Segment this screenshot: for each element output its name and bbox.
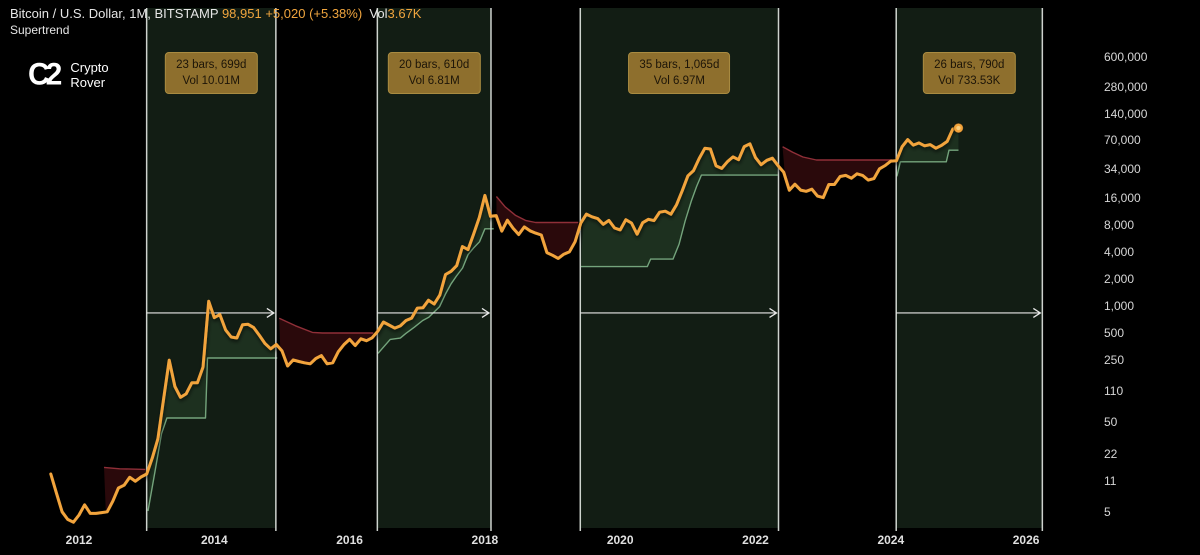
chart-legend: Bitcoin / U.S. Dollar, 1M, BITSTAMP 98,9…	[10, 5, 421, 39]
time-axis-tick: 2018	[471, 533, 499, 547]
price-axis-tick: 600,000	[1104, 49, 1148, 64]
price-axis-tick: 4,000	[1104, 244, 1135, 259]
price-axis-tick: 1,000	[1104, 298, 1135, 313]
range-bars-label: 35 bars, 1,065d	[639, 59, 720, 71]
price-line	[49, 126, 960, 524]
supertrend-line-up	[377, 228, 494, 354]
time-axis-tick: 2012	[65, 533, 93, 547]
range-band	[146, 8, 276, 528]
price-change: +5,020 (+5.38%)	[265, 6, 363, 21]
supertrend-fill-down	[104, 467, 146, 512]
indicator-label: Supertrend	[10, 23, 70, 37]
price-axis-tick: 8,000	[1104, 217, 1135, 232]
range-label-box[interactable]: 23 bars, 699d Vol 10.01M	[165, 52, 258, 94]
price-axis-tick: 16,000	[1104, 190, 1141, 205]
price-axis-tick: 140,000	[1104, 106, 1148, 121]
range-arrowhead-icon	[1032, 307, 1042, 318]
range-arrowhead-icon	[481, 307, 491, 318]
range-arrowhead-icon	[769, 307, 778, 318]
crypto-rover-logo: C2 Crypto Rover	[28, 57, 109, 92]
last-price-marker-core	[956, 125, 961, 131]
range-band	[896, 8, 1043, 528]
supertrend-line-down	[495, 196, 579, 224]
supertrend-line-down	[103, 466, 146, 471]
supertrend-line-down	[782, 146, 893, 161]
price-axis-tick: 5	[1104, 504, 1111, 519]
range-label-box[interactable]: 35 bars, 1,065d Vol 6.97M	[628, 52, 731, 94]
range-volume-label: Vol 733.53K	[938, 75, 1001, 87]
time-axis-tick: 2024	[877, 533, 905, 547]
supertrend-line-up	[147, 357, 278, 512]
range-bars-label: 23 bars, 699d	[176, 59, 247, 71]
supertrend-line-up	[581, 174, 778, 268]
time-axis-tick: 2020	[606, 533, 634, 547]
range-band	[377, 8, 491, 528]
crypto-rover-logo-icon: C2	[28, 57, 62, 92]
time-axis-tick: 2014	[200, 533, 228, 547]
logo-text-line1: Crypto	[70, 60, 109, 75]
supertrend-line-up	[896, 149, 959, 177]
range-label-box[interactable]: 20 bars, 610d Vol 6.81M	[387, 52, 481, 94]
time-axis-tick: 2016	[336, 533, 363, 547]
price-axis-tick: 22	[1104, 446, 1118, 461]
price-axis-tick: 280,000	[1104, 79, 1148, 94]
supertrend-fill-down	[782, 146, 893, 198]
range-bars-label: 20 bars, 610d	[398, 59, 470, 71]
volume-label: Vol	[369, 6, 388, 21]
price-axis-tick: 34,000	[1104, 161, 1141, 176]
supertrend-fill-up	[896, 128, 959, 177]
price-axis-tick: 70,000	[1104, 133, 1141, 148]
last-price: 98,951	[221, 6, 262, 21]
symbol-title: Bitcoin / U.S. Dollar, 1M, BITSTAMP	[10, 6, 219, 21]
price-axis-tick: 11	[1104, 473, 1117, 488]
range-volume-label: Vol 10.01M	[182, 75, 241, 87]
range-label-box[interactable]: 26 bars, 790d Vol 733.53K	[923, 52, 1016, 94]
range-volume-label: Vol 6.97M	[653, 75, 705, 87]
supertrend-fill-down	[496, 196, 579, 259]
volume-value: 3.67K	[387, 6, 422, 21]
price-axis-tick: 50	[1104, 415, 1118, 430]
range-volume-label: Vol 6.81M	[408, 75, 460, 87]
price-axis-tick: 500	[1104, 325, 1125, 340]
range-bars-label: 26 bars, 790d	[934, 59, 1005, 71]
price-axis-tick: 250	[1104, 352, 1125, 367]
supertrend-line-down	[278, 317, 374, 334]
price-axis-tick: 2,000	[1104, 271, 1135, 286]
price-axis-tick: 110	[1104, 384, 1124, 399]
time-axis-tick: 2022	[742, 533, 769, 547]
range-arrowhead-icon	[266, 307, 276, 318]
time-axis-tick: 2026	[1012, 533, 1040, 547]
supertrend-fill-down	[279, 318, 374, 365]
logo-text-line2: Rover	[70, 75, 106, 90]
range-band	[580, 8, 779, 528]
supertrend-fill-up	[148, 303, 278, 512]
